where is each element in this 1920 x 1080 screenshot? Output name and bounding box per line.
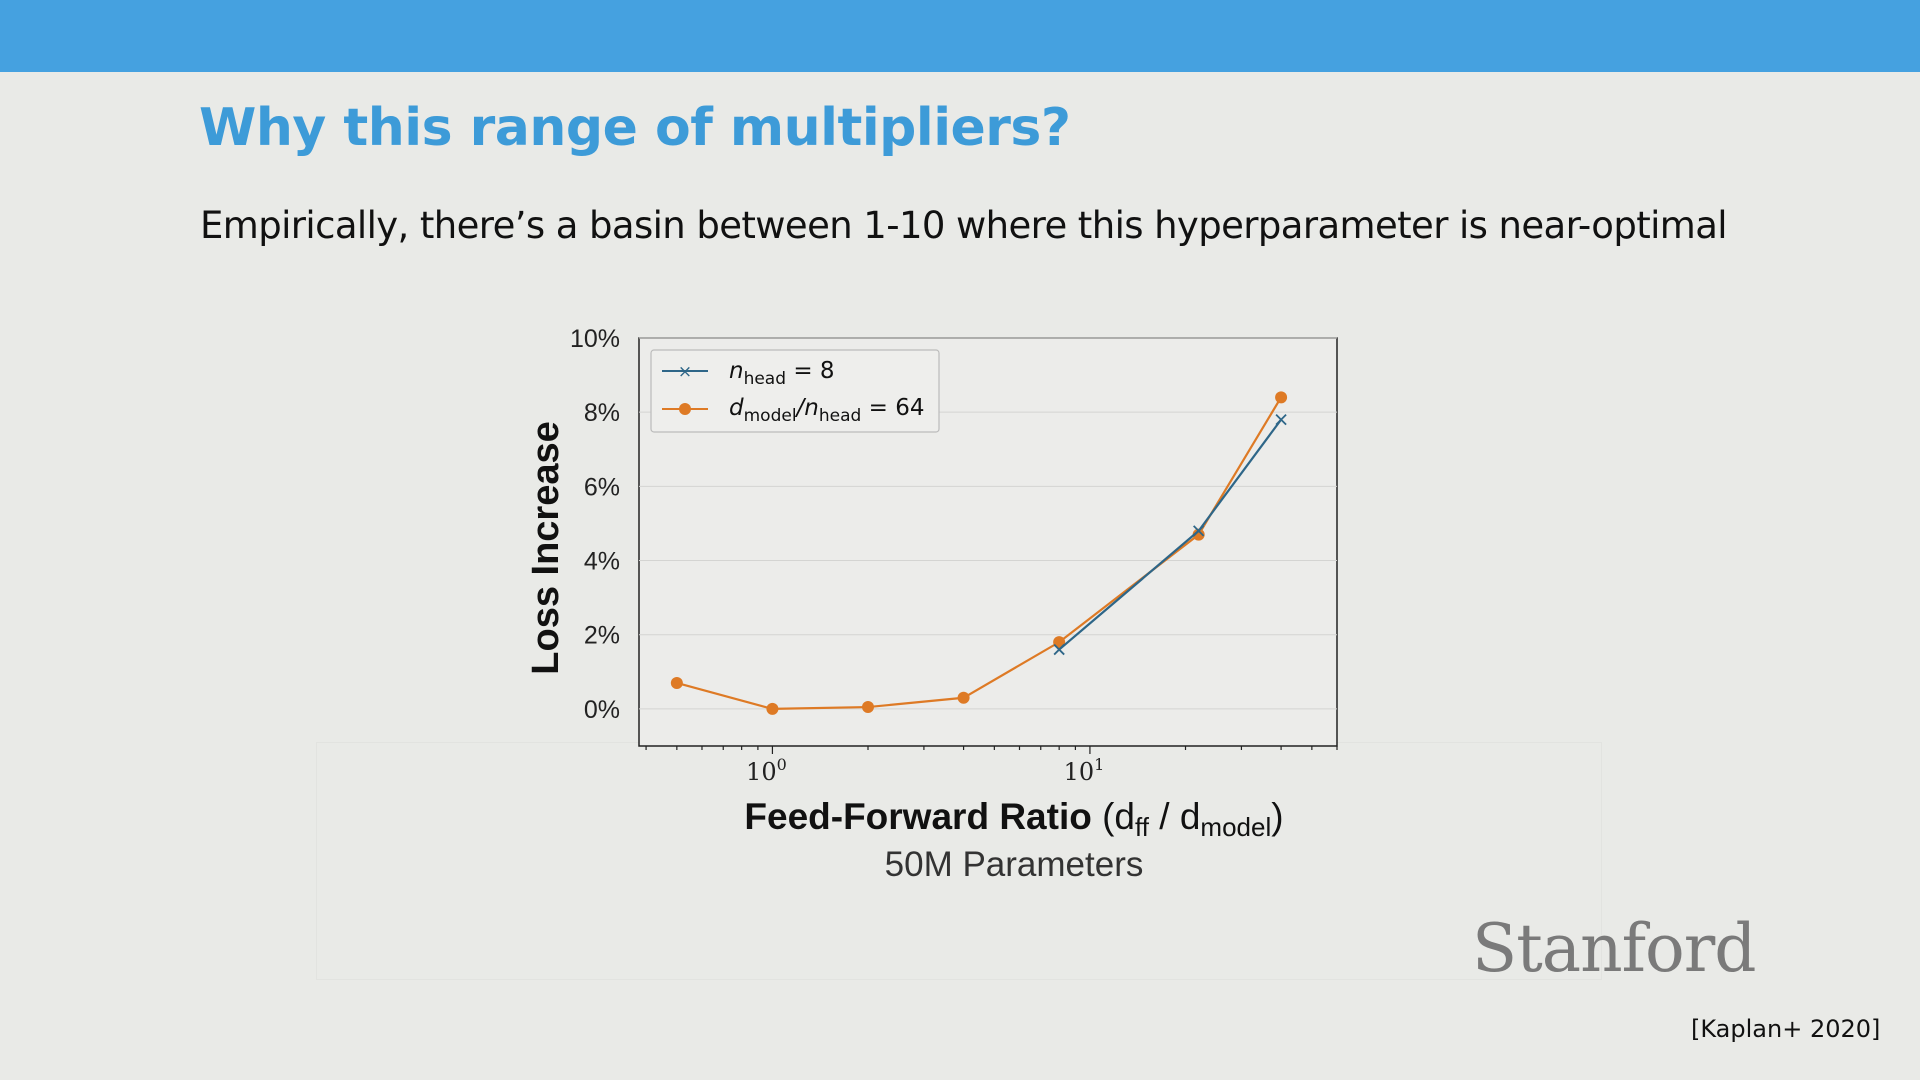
data-point-circle (1275, 391, 1288, 404)
x-marker-stroke (1275, 413, 1287, 426)
data-point-circle (957, 691, 970, 704)
data-point-circle (862, 701, 875, 714)
x-axis-label-rest: (d (1102, 796, 1135, 837)
legend-1-tail: = 8 (786, 358, 835, 384)
x-axis-label-end: ) (1271, 796, 1283, 837)
x-axis-label-mid: / d (1149, 796, 1200, 837)
x-axis-label: Feed-Forward Ratio (dff / dmodel) (744, 796, 1283, 842)
y-tick-label: 10% (570, 325, 620, 353)
legend-box (650, 349, 940, 433)
y-tick-label: 6% (584, 473, 620, 501)
legend: × nhead = 8 dmodel/nhead = 64 (650, 349, 940, 433)
y-tick-label: 8% (584, 399, 620, 427)
x-axis-label-bold: Feed-Forward Ratio (744, 796, 1091, 837)
data-point-circle (1053, 636, 1066, 649)
y-axis-label: Loss Increase (525, 421, 567, 674)
legend-2-sub: model (744, 406, 797, 426)
x-tick-label: 101 (1064, 755, 1105, 786)
x-marker-stroke (1053, 643, 1065, 656)
y-tick-label: 4% (584, 548, 620, 576)
data-point-circle (670, 676, 683, 689)
top-accent-bar (0, 0, 1920, 72)
data-point-x (1193, 525, 1205, 537)
x-tick-labels: 100 101 (645, 746, 1338, 786)
slide-subtitle: Empirically, there’s a basin between 1-1… (200, 204, 1728, 247)
legend-2-var: d (729, 395, 744, 421)
y-tick-label: 2% (584, 622, 620, 650)
data-point-x (1053, 643, 1065, 656)
x-marker-stroke (1193, 525, 1205, 537)
legend-1-sub: head (744, 369, 786, 389)
x-axis-label-sub1: ff (1135, 812, 1150, 842)
legend-label-1: nhead = 8 (729, 358, 835, 389)
slide-title: Why this range of multipliers? (199, 98, 1071, 158)
data-point-circle (766, 702, 779, 715)
y-tick-labels: 0% 2% 4% 6% 8% 10% (570, 325, 620, 724)
legend-2-mid: /n (795, 395, 819, 421)
citation: [Kaplan+ 2020] (1691, 1015, 1881, 1043)
legend-swatch-marker-1: × (678, 362, 692, 382)
legend-2-tail: = 64 (861, 395, 924, 421)
data-point-circle (1192, 528, 1205, 541)
data-point-x (1275, 413, 1287, 426)
chart-caption: 50M Parameters (885, 845, 1144, 884)
y-tick-label: 0% (584, 696, 620, 724)
legend-2-sub2: head (819, 406, 861, 426)
x-tick-label: 100 (746, 755, 787, 786)
legend-1-var: n (729, 358, 744, 384)
legend-label-2: dmodel/nhead = 64 (729, 395, 925, 426)
x-axis-label-sub2: model (1200, 812, 1271, 842)
series-layer (670, 391, 1288, 715)
stanford-logo: Stanford (1472, 910, 1757, 987)
legend-swatch-marker-2 (679, 403, 691, 415)
